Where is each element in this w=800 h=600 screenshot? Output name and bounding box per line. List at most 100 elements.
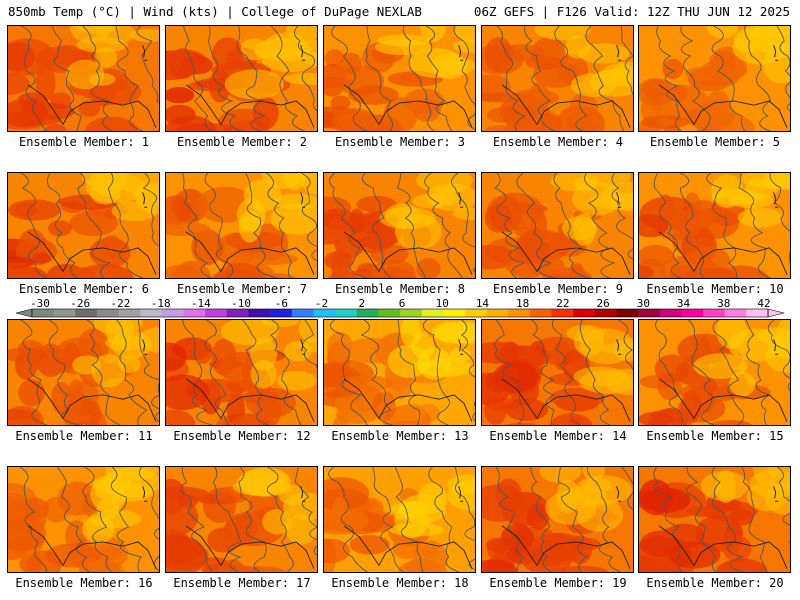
cool-blob	[582, 467, 605, 481]
ensemble-panel	[323, 466, 476, 573]
ensemble-panel	[165, 466, 318, 573]
isotherm-contour	[20, 173, 48, 278]
cool-blob	[737, 207, 783, 228]
colorbar-tick-label: -10	[231, 297, 252, 310]
temperature-blob	[484, 36, 513, 73]
great-lakes-outline	[300, 486, 306, 502]
temperature-map	[482, 26, 633, 131]
temperature-blob	[484, 203, 513, 233]
colorbar-swatch	[226, 309, 249, 317]
coastline	[185, 525, 315, 569]
temperature-blob	[44, 123, 68, 131]
isotherm-contour	[453, 26, 475, 130]
isotherm-contour	[360, 320, 393, 425]
ensemble-panel	[481, 25, 634, 132]
cool-blob	[452, 207, 475, 220]
cool-blob	[426, 183, 475, 211]
cool-blob	[539, 467, 582, 484]
cool-blob	[453, 39, 475, 53]
great-lakes-outline	[458, 339, 464, 355]
temperature-blob	[549, 387, 605, 409]
ensemble-panel	[638, 466, 791, 573]
ensemble-member-label: Ensemble Member: 11	[15, 429, 153, 443]
isotherm-contour	[524, 26, 555, 131]
isotherm-contour	[741, 467, 768, 572]
colorbar-swatch	[96, 309, 120, 317]
isotherm-contour	[77, 173, 111, 278]
colorbar-swatch	[205, 309, 228, 317]
isotherm-contour	[680, 26, 711, 131]
isotherm-contour	[585, 26, 625, 131]
ensemble-member-label: Ensemble Member: 19	[489, 576, 627, 590]
isotherm-contour	[396, 173, 427, 278]
temperature-blob	[514, 237, 551, 265]
cool-blob	[285, 513, 317, 545]
temperature-blob	[166, 409, 196, 425]
cool-blob	[72, 355, 101, 375]
cool-blob	[420, 26, 446, 42]
temperature-blob	[178, 494, 199, 508]
colorbar-swatch	[508, 309, 531, 317]
isotherm-contour	[586, 467, 622, 572]
isotherm-contour	[115, 26, 143, 131]
temperature-blob	[332, 415, 349, 425]
great-lakes-outline	[300, 45, 306, 61]
colorbar-tick-label: -22	[110, 297, 131, 310]
ensemble-panel	[323, 172, 476, 279]
isotherm-contour	[777, 467, 790, 544]
isotherm-contour	[767, 320, 790, 404]
cool-blob	[118, 355, 141, 373]
temperature-blob	[383, 96, 418, 131]
temperature-blob	[245, 387, 296, 418]
cool-blob	[66, 59, 105, 90]
temperature-blob	[8, 347, 47, 363]
isotherm-contour	[611, 173, 633, 260]
isotherm-contour	[48, 320, 79, 425]
colorbar-tick-label: 22	[556, 297, 570, 310]
coastline	[185, 84, 315, 128]
colorbar-tick-label: 26	[596, 297, 610, 310]
isotherm-contour	[529, 467, 553, 572]
colorbar-swatch	[594, 309, 617, 317]
ensemble-panel	[481, 466, 634, 573]
isotherm-contour	[738, 173, 771, 278]
temperature-blob	[8, 500, 47, 537]
isotherm-contour	[245, 173, 278, 278]
colorbar-swatch	[118, 309, 141, 317]
cool-blob	[534, 26, 591, 41]
ensemble-panel	[481, 172, 634, 279]
cool-blob	[105, 334, 147, 351]
temperature-blob	[51, 382, 73, 415]
great-lakes-outline	[458, 192, 464, 208]
cool-blob	[298, 39, 317, 66]
temperature-blob	[639, 265, 654, 278]
temperature-map	[482, 173, 633, 278]
isotherm-contour	[329, 320, 368, 425]
great-lakes-outline	[773, 45, 779, 61]
temperature-blob	[166, 541, 209, 571]
great-lakes-outline	[458, 486, 464, 502]
temperature-blob	[348, 85, 399, 105]
cool-blob	[417, 347, 452, 380]
isotherm-contour	[182, 26, 212, 131]
cool-blob	[562, 216, 598, 241]
isotherm-contour	[711, 26, 746, 131]
cool-blob	[374, 39, 431, 55]
cool-blob	[760, 175, 790, 190]
temperature-blob	[32, 252, 51, 264]
temperature-blob	[324, 538, 351, 564]
temperature-blob	[252, 96, 279, 130]
cool-blob	[447, 474, 475, 495]
great-lakes-outline	[300, 192, 306, 208]
temperature-map	[324, 26, 475, 131]
isotherm-contour	[494, 320, 525, 425]
isotherm-contour	[579, 320, 611, 425]
isotherm-contour	[394, 467, 424, 572]
isotherm-contour	[744, 26, 771, 131]
temperature-blob	[687, 200, 719, 229]
cool-blob	[82, 515, 115, 544]
colorbar-tick-label: -30	[30, 297, 50, 310]
temperature-blob	[191, 229, 224, 266]
temperature-blob	[482, 559, 518, 572]
colorbar-swatch	[638, 309, 661, 317]
